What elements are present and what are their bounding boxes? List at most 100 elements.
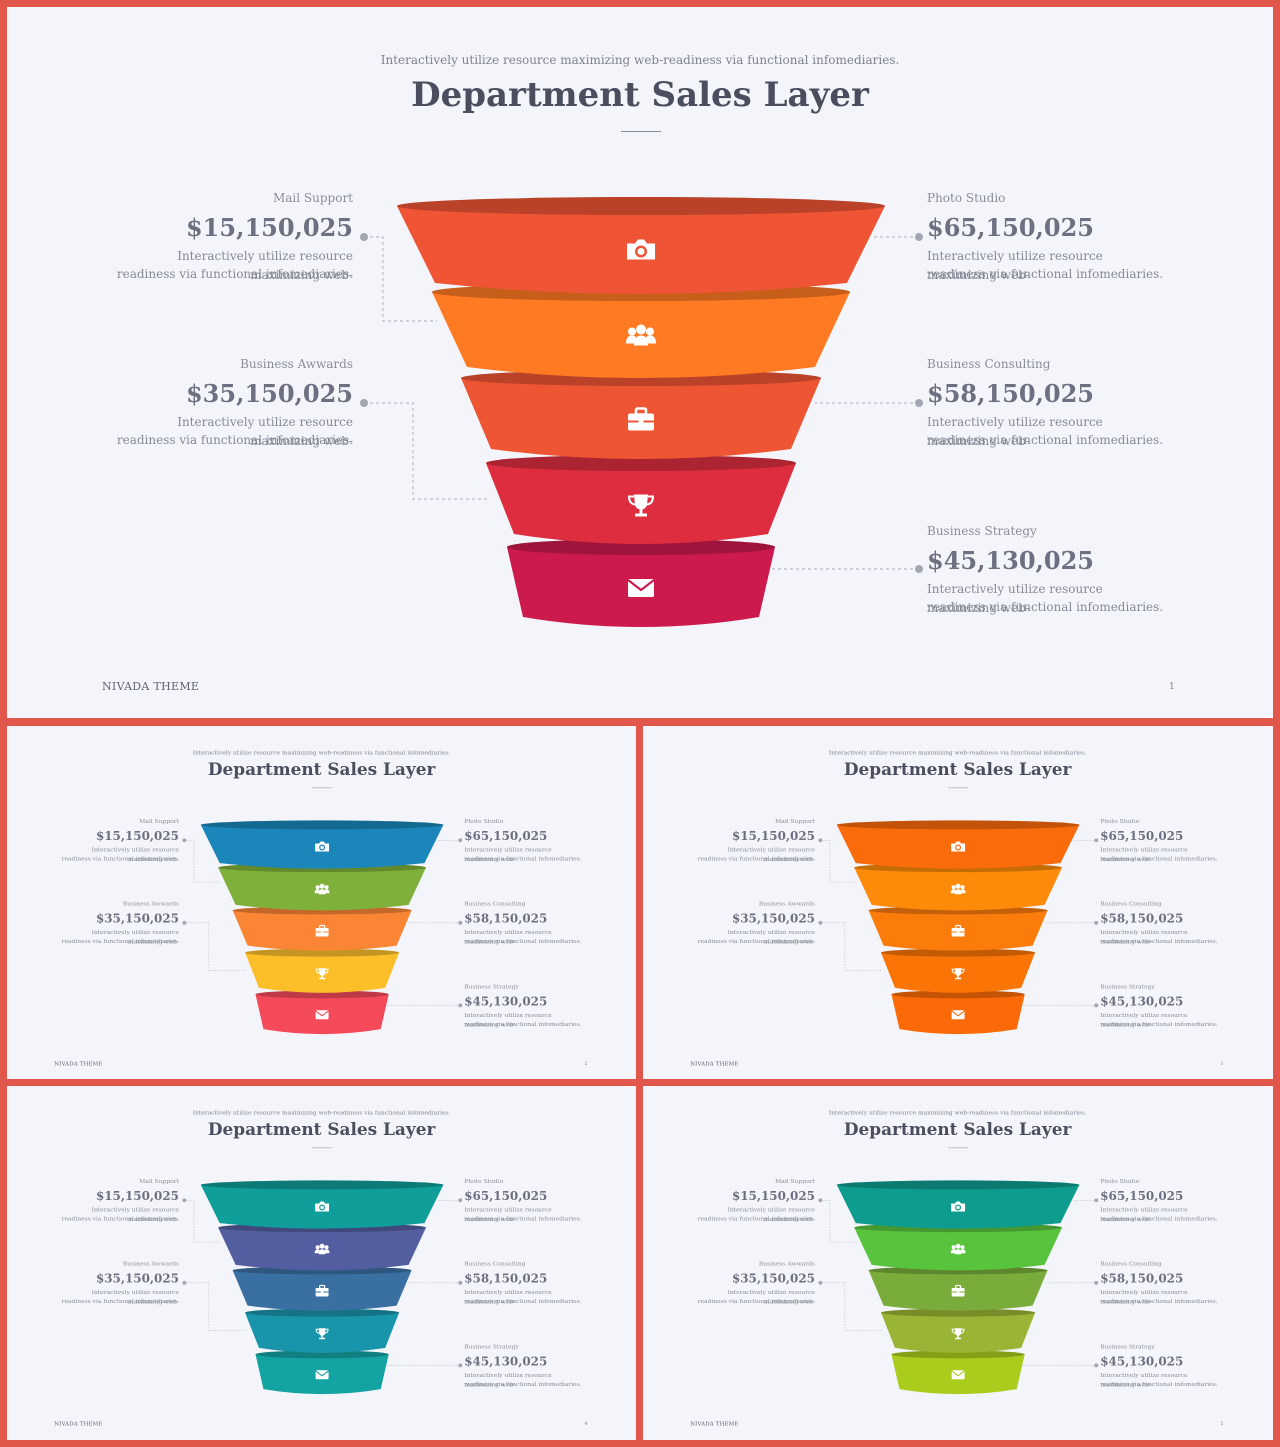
item-value: $35,150,025	[731, 1270, 815, 1286]
funnel-layer-1[interactable]	[836, 1180, 1080, 1229]
item-value: $45,130,025	[464, 1353, 548, 1369]
footer-brand: NIVADA THEME	[690, 1060, 739, 1067]
connector-dot	[458, 1280, 463, 1285]
connector-line	[184, 840, 221, 883]
item-description: readiness via functional infomediaries.	[464, 855, 582, 863]
envelope-icon	[627, 579, 655, 597]
camera-icon	[951, 1201, 966, 1212]
connector-dot	[1094, 1198, 1099, 1203]
envelope-icon	[315, 1370, 329, 1380]
item-description: readiness via functional infomediaries.	[464, 1297, 582, 1305]
item-description: readiness via functional infomediaries.	[61, 855, 179, 863]
funnel-layer-4[interactable]	[881, 1308, 1036, 1353]
item-label: Business Strategy	[1100, 1342, 1155, 1350]
item-value: $65,150,025	[1100, 1188, 1184, 1203]
slide-subtitle: Interactively utilize resource maximizin…	[192, 1108, 451, 1116]
item-label: Business Awwards	[122, 1259, 179, 1267]
connector-dot	[818, 920, 823, 925]
slide-title: Department Sales Layer	[207, 759, 436, 780]
funnel-layer-4[interactable]	[486, 455, 796, 544]
slide-subtitle: Interactively utilize resource maximizin…	[828, 748, 1087, 756]
page-number: 2	[584, 1061, 588, 1067]
slide-5[interactable]: Interactively utilize resource maximizin…	[643, 1086, 1273, 1440]
item-value: $58,150,025	[927, 379, 1095, 408]
item-label: Business Consulting	[464, 1259, 526, 1267]
users-icon	[314, 1243, 330, 1255]
slide-4[interactable]: Interactively utilize resource maximizin…	[7, 1086, 636, 1440]
briefcase-icon	[628, 407, 654, 431]
funnel-layer-4[interactable]	[245, 1308, 400, 1353]
item-label: Business Consulting	[1100, 899, 1162, 907]
funnel-layer-2[interactable]	[854, 1223, 1062, 1271]
slide-3[interactable]: Interactively utilize resource maximizin…	[643, 726, 1273, 1079]
item-description: readiness via functional infomediaries.	[1100, 937, 1218, 945]
item-description: Interactively utilize resource maximizin…	[927, 582, 1103, 615]
connector-lines	[182, 1198, 463, 1368]
slide-subtitle: Interactively utilize resource maximizin…	[828, 1108, 1087, 1116]
camera-icon	[951, 841, 966, 852]
page-number: 4	[584, 1421, 588, 1427]
item-value: $15,150,025	[95, 1188, 179, 1203]
connector-dot	[1094, 920, 1099, 925]
funnel-layer-5[interactable]	[891, 990, 1025, 1035]
funnel-layer-1[interactable]	[200, 820, 444, 869]
funnel-layer-2[interactable]	[218, 863, 426, 911]
users-icon	[950, 1243, 966, 1255]
funnel-layer-5[interactable]	[891, 1350, 1025, 1395]
connector-line	[364, 236, 437, 322]
slide-2[interactable]: Interactively utilize resource maximizin…	[7, 726, 636, 1079]
funnel-layer-2[interactable]	[854, 863, 1062, 911]
item-value: $15,150,025	[95, 828, 179, 843]
briefcase-icon	[951, 1284, 965, 1297]
funnel-layer-1[interactable]	[397, 197, 885, 294]
item-description: Interactively utilize resource maximizin…	[1100, 1288, 1188, 1306]
item-value: $65,150,025	[464, 1188, 548, 1203]
funnel-layer-1[interactable]	[200, 1180, 444, 1229]
item-description: Interactively utilize resource maximizin…	[91, 846, 179, 863]
item-description: readiness via functional infomediaries.	[927, 267, 1164, 281]
connector-dot	[1094, 1363, 1099, 1368]
item-description: Interactively utilize resource maximizin…	[727, 1288, 815, 1306]
funnel-layer-3[interactable]	[868, 1266, 1048, 1311]
funnel-layer-5[interactable]	[255, 1350, 389, 1395]
briefcase-icon	[315, 1284, 329, 1297]
slide-1[interactable]: Interactively utilize resource maximizin…	[7, 7, 1273, 718]
funnel-layer-2[interactable]	[432, 283, 850, 378]
connector-line	[184, 1200, 221, 1243]
funnel-layer-5[interactable]	[255, 990, 389, 1035]
page-number: 3	[1220, 1061, 1224, 1067]
funnel-layer-3[interactable]	[232, 1266, 412, 1311]
item-description: Interactively utilize resource maximizin…	[464, 928, 552, 946]
funnel-layer-2[interactable]	[218, 1223, 426, 1271]
connector-dot	[360, 233, 368, 241]
item-description: readiness via functional infomediaries.	[697, 937, 815, 945]
funnel-layer-3[interactable]	[461, 370, 821, 459]
funnel-layer-5[interactable]	[507, 539, 775, 627]
item-description: Interactively utilize resource maximizin…	[1100, 928, 1188, 946]
footer-brand: NIVADA THEME	[54, 1060, 103, 1067]
item-description: Interactively utilize resource maximizin…	[177, 415, 353, 448]
item-value: $45,130,025	[1100, 1353, 1184, 1369]
item-description: Interactively utilize resource maximizin…	[464, 1206, 552, 1223]
item-label: Mail Support	[775, 817, 815, 825]
connector-dot	[1094, 838, 1099, 843]
item-description: Interactively utilize resource maximizin…	[91, 1288, 179, 1306]
funnel-layer-1[interactable]	[836, 820, 1080, 869]
connector-dot	[458, 838, 463, 843]
funnel-layer-4[interactable]	[881, 948, 1036, 993]
funnel-layer-3[interactable]	[232, 906, 412, 951]
funnel-layer-3[interactable]	[868, 906, 1048, 951]
item-description: readiness via functional infomediaries.	[1100, 1297, 1218, 1305]
item-label: Photo Studio	[1100, 817, 1140, 825]
connector-lines	[818, 838, 1099, 1008]
funnel-layer-4[interactable]	[245, 948, 400, 993]
item-value: $45,130,025	[1100, 993, 1184, 1009]
connector-lines	[818, 1198, 1099, 1368]
connector-dot	[458, 1003, 463, 1008]
item-description: readiness via functional infomediaries.	[464, 1020, 582, 1028]
item-label: Business Awwards	[758, 899, 815, 907]
connector-dot	[182, 920, 187, 925]
item-label: Business Strategy	[464, 1342, 519, 1350]
slide-title: Department Sales Layer	[843, 759, 1072, 780]
slide-title: Department Sales Layer	[207, 1119, 436, 1140]
